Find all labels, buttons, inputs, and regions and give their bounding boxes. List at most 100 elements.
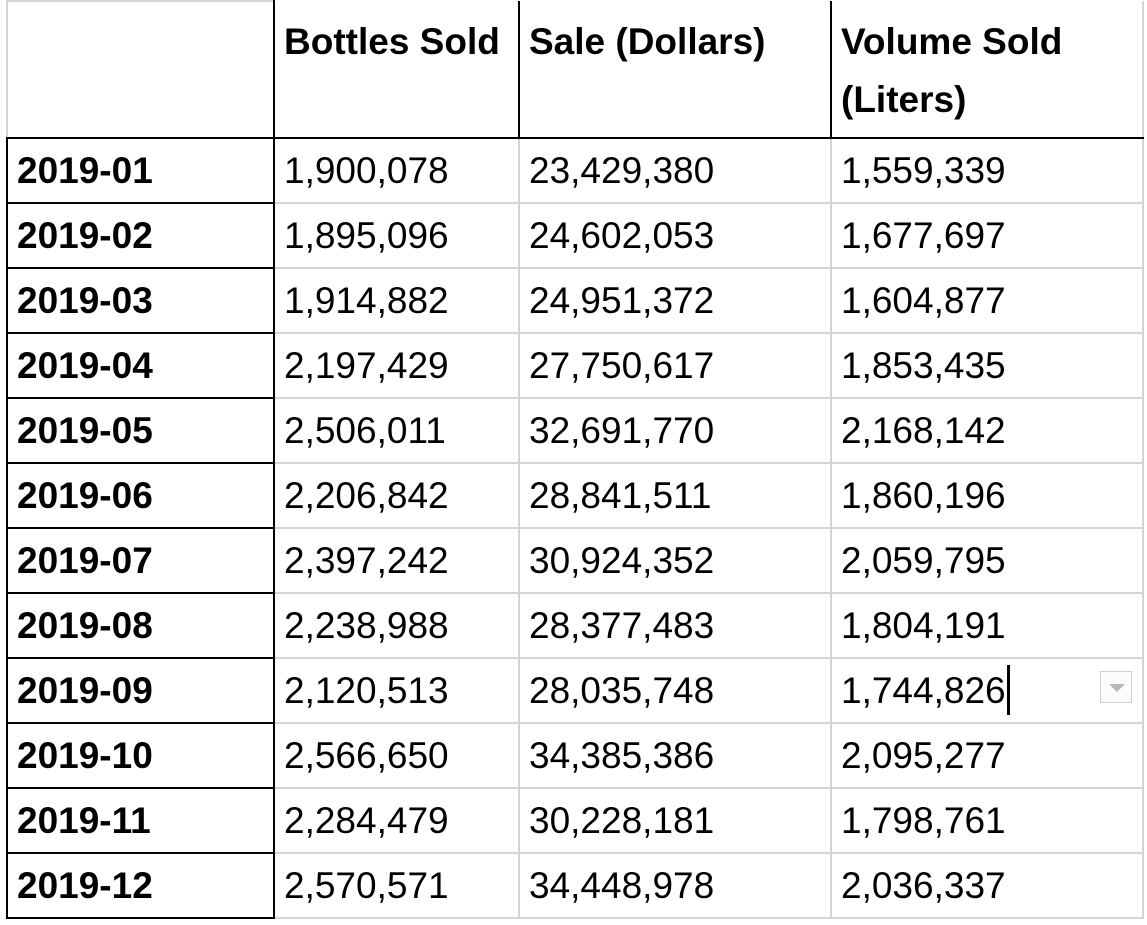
- chevron-down-icon: [1109, 684, 1125, 692]
- volume-sold-cell[interactable]: 2,059,795: [830, 527, 1144, 594]
- cell-text: 1,895,096: [284, 214, 449, 256]
- cell-text: 2,095,277: [841, 734, 1006, 776]
- volume-sold-cell[interactable]: 1,604,877: [830, 267, 1144, 334]
- row-label-cell[interactable]: 2019-04: [6, 332, 275, 399]
- cell-text: 2,036,337: [841, 864, 1006, 906]
- row-label-cell[interactable]: 2019-02: [6, 202, 275, 269]
- volume-sold-cell[interactable]: 2,095,277: [830, 722, 1144, 789]
- cell-text: 2019-04: [17, 344, 153, 386]
- table-row: 2019-01 1,900,078 23,429,380 1,559,339: [6, 137, 1144, 204]
- cell-text: 34,385,386: [529, 734, 715, 776]
- header-row: Bottles Sold Sale (Dollars) Volume Sold …: [6, 0, 1144, 139]
- sale-dollars-cell[interactable]: 30,924,352: [519, 527, 832, 594]
- cell-text: 2019-01: [17, 149, 153, 191]
- cell-text: 1,604,877: [841, 279, 1006, 321]
- cell-text: 1,559,339: [841, 149, 1006, 191]
- header-sale-dollars[interactable]: Sale (Dollars): [519, 1, 832, 139]
- cell-text: 1,853,435: [841, 344, 1006, 386]
- volume-sold-cell[interactable]: 1,798,761: [830, 787, 1144, 854]
- bottles-sold-cell[interactable]: 1,914,882: [273, 267, 520, 334]
- row-label-cell[interactable]: 2019-03: [6, 267, 275, 334]
- volume-sold-cell[interactable]: 1,677,697: [830, 202, 1144, 269]
- cell-text: 2019-10: [17, 734, 153, 776]
- row-label-cell[interactable]: 2019-09: [6, 657, 275, 724]
- volume-sold-cell[interactable]: 1,860,196: [830, 462, 1144, 529]
- cell-text: 1,677,697: [841, 214, 1006, 256]
- cell-text: 2,284,479: [284, 799, 449, 841]
- cell-text: 2,120,513: [284, 669, 449, 711]
- sale-dollars-cell[interactable]: 34,448,978: [519, 852, 832, 919]
- table-row: 2019-04 2,197,429 27,750,617 1,853,435: [6, 332, 1144, 399]
- cell-text: 2,168,142: [841, 409, 1006, 451]
- sale-dollars-cell[interactable]: 30,228,181: [519, 787, 832, 854]
- bottles-sold-cell[interactable]: 2,506,011: [273, 397, 520, 464]
- table-row: 2019-11 2,284,479 30,228,181 1,798,761: [6, 787, 1144, 854]
- bottles-sold-cell[interactable]: 2,197,429: [273, 332, 520, 399]
- header-bottles-sold[interactable]: Bottles Sold: [274, 1, 520, 139]
- table-row: 2019-10 2,566,650 34,385,386 2,095,277: [6, 722, 1144, 789]
- bottles-sold-cell[interactable]: 2,284,479: [273, 787, 520, 854]
- cell-text: 2019-11: [17, 799, 151, 841]
- cell-text: 1,804,191: [841, 604, 1006, 646]
- sale-dollars-cell[interactable]: 27,750,617: [519, 332, 832, 399]
- cell-text: 1,860,196: [841, 474, 1006, 516]
- volume-sold-cell[interactable]: 1,559,339: [830, 137, 1144, 204]
- sale-dollars-cell[interactable]: 34,385,386: [519, 722, 832, 789]
- cell-text: 2019-08: [17, 604, 153, 646]
- row-label-cell[interactable]: 2019-12: [6, 852, 275, 919]
- volume-sold-cell[interactable]: 2,036,337: [830, 852, 1144, 919]
- bottles-sold-cell[interactable]: 1,895,096: [273, 202, 520, 269]
- cell-text: 30,228,181: [529, 799, 715, 841]
- table-row: 2019-08 2,238,988 28,377,483 1,804,191: [6, 592, 1144, 659]
- volume-sold-cell[interactable]: 1,744,826: [830, 657, 1144, 724]
- cell-text: 1,900,078: [284, 149, 449, 191]
- row-label-cell[interactable]: 2019-01: [6, 137, 275, 204]
- table-row: 2019-12 2,570,571 34,448,978 2,036,337: [6, 852, 1144, 919]
- bottles-sold-cell[interactable]: 2,570,571: [273, 852, 520, 919]
- cell-text: 28,035,748: [529, 669, 715, 711]
- cell-text: 2,566,650: [284, 734, 449, 776]
- sale-dollars-cell[interactable]: 28,377,483: [519, 592, 832, 659]
- bottles-sold-cell[interactable]: 1,900,078: [273, 137, 520, 204]
- volume-sold-cell[interactable]: 2,168,142: [830, 397, 1144, 464]
- header-volume-sold[interactable]: Volume Sold (Liters): [830, 1, 1144, 139]
- sale-dollars-cell[interactable]: 28,035,748: [519, 657, 832, 724]
- bottles-sold-cell[interactable]: 2,120,513: [273, 657, 520, 724]
- cell-text: 2,238,988: [284, 604, 449, 646]
- cell-text: 28,377,483: [529, 604, 715, 646]
- cell-text: 1,914,882: [284, 279, 449, 321]
- sale-dollars-cell[interactable]: 24,602,053: [519, 202, 832, 269]
- sale-dollars-cell[interactable]: 23,429,380: [519, 137, 832, 204]
- cell-text: 2,197,429: [284, 344, 449, 386]
- cell-text: 27,750,617: [529, 344, 715, 386]
- sale-dollars-cell[interactable]: 28,841,511: [519, 462, 832, 529]
- cell-text: 34,448,978: [529, 864, 715, 906]
- row-label-cell[interactable]: 2019-08: [6, 592, 275, 659]
- cell-text: 32,691,770: [529, 409, 715, 451]
- corner-cell[interactable]: [6, 0, 275, 139]
- row-label-cell[interactable]: 2019-10: [6, 722, 275, 789]
- cell-text: 1,744,826: [841, 669, 1006, 711]
- cell-text: 2,570,571: [284, 864, 449, 906]
- bottles-sold-cell[interactable]: 2,238,988: [273, 592, 520, 659]
- volume-sold-cell[interactable]: 1,853,435: [830, 332, 1144, 399]
- bottles-sold-cell[interactable]: 2,566,650: [273, 722, 520, 789]
- filter-dropdown-button[interactable]: [1100, 671, 1132, 703]
- row-label-cell[interactable]: 2019-11: [6, 787, 275, 854]
- cell-text: 2019-03: [17, 279, 153, 321]
- table-row: 2019-03 1,914,882 24,951,372 1,604,877: [6, 267, 1144, 334]
- row-label-cell[interactable]: 2019-07: [6, 527, 275, 594]
- sale-dollars-cell[interactable]: 32,691,770: [519, 397, 832, 464]
- cell-text: 30,924,352: [529, 539, 715, 581]
- bottles-sold-cell[interactable]: 2,397,242: [273, 527, 520, 594]
- cell-text: 23,429,380: [529, 149, 715, 191]
- sale-dollars-cell[interactable]: 24,951,372: [519, 267, 832, 334]
- table-row: 2019-09 2,120,513 28,035,748 1,744,826: [6, 657, 1144, 724]
- volume-sold-cell[interactable]: 1,804,191: [830, 592, 1144, 659]
- row-label-cell[interactable]: 2019-06: [6, 462, 275, 529]
- cell-text: 2019-09: [17, 669, 153, 711]
- row-label-cell[interactable]: 2019-05: [6, 397, 275, 464]
- cell-text: 24,602,053: [529, 214, 715, 256]
- table-row: 2019-02 1,895,096 24,602,053 1,677,697: [6, 202, 1144, 269]
- bottles-sold-cell[interactable]: 2,206,842: [273, 462, 520, 529]
